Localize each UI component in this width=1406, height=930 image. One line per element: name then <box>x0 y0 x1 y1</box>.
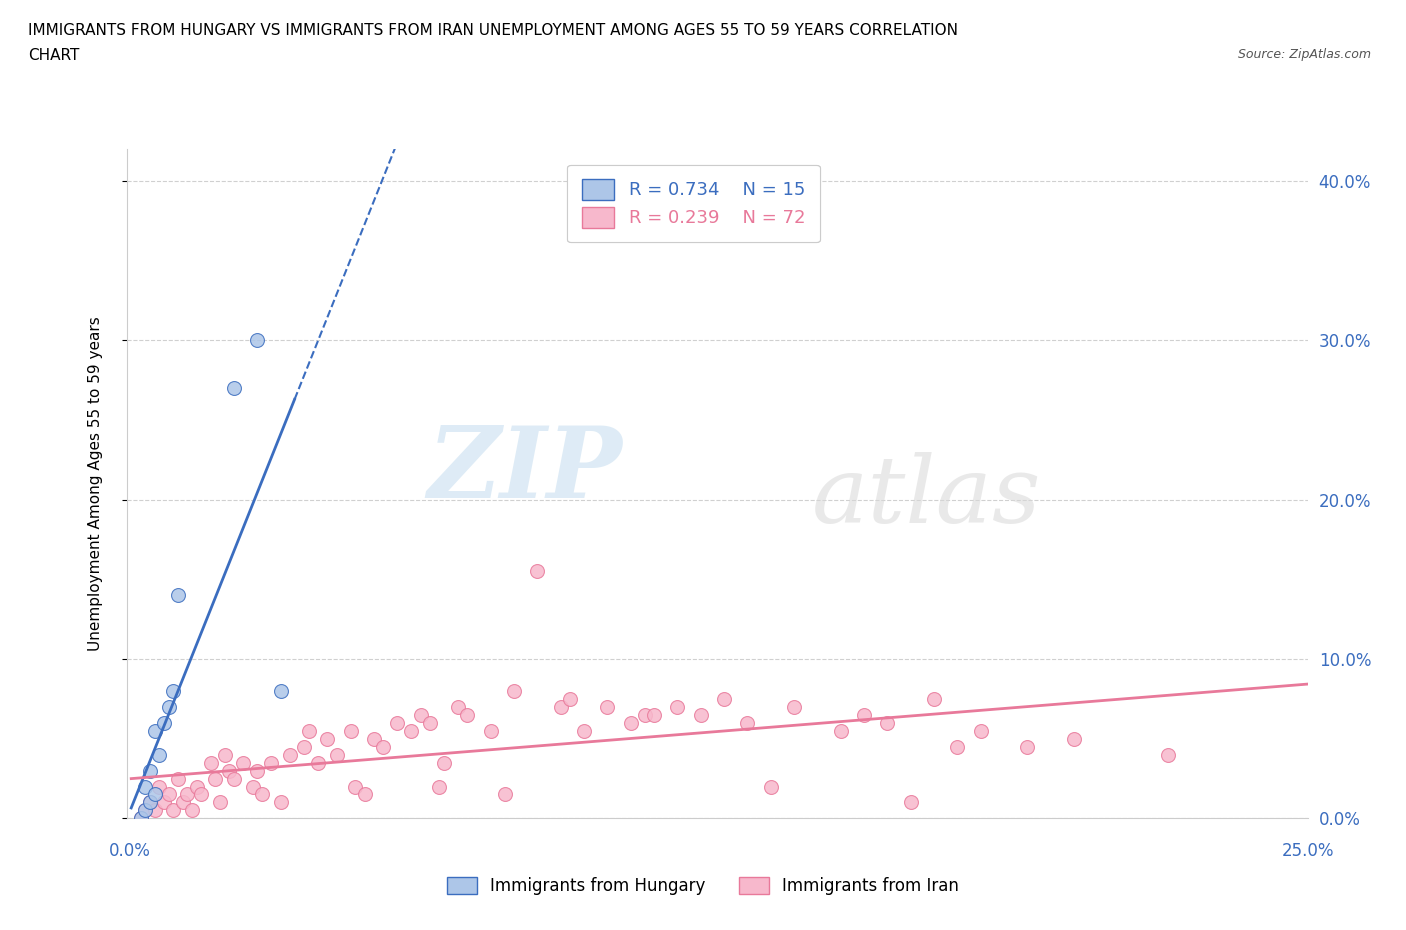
Point <box>427 779 450 794</box>
Point <box>214 747 236 762</box>
Point <box>186 779 208 794</box>
Point <box>153 795 176 810</box>
Point <box>232 755 254 770</box>
Point <box>134 779 156 794</box>
Point <box>1156 747 1178 762</box>
Point <box>222 380 245 395</box>
Point <box>250 787 273 802</box>
Point <box>759 779 782 794</box>
Point <box>222 771 245 786</box>
Point <box>162 684 184 698</box>
Point <box>278 747 301 762</box>
Point <box>153 715 176 730</box>
Point <box>946 739 969 754</box>
Point <box>167 771 190 786</box>
Point <box>134 803 156 817</box>
Text: atlas: atlas <box>811 452 1040 542</box>
Point <box>143 724 166 738</box>
Text: IMMIGRANTS FROM HUNGARY VS IMMIGRANTS FROM IRAN UNEMPLOYMENT AMONG AGES 55 TO 59: IMMIGRANTS FROM HUNGARY VS IMMIGRANTS FR… <box>28 23 957 38</box>
Point <box>246 333 269 348</box>
Point <box>316 731 339 746</box>
Point <box>401 724 423 738</box>
Point <box>526 564 548 578</box>
Point <box>162 803 184 817</box>
Point <box>157 787 180 802</box>
Point <box>737 715 759 730</box>
Point <box>783 699 806 714</box>
Point <box>344 779 367 794</box>
Point <box>1063 731 1085 746</box>
Point <box>190 787 212 802</box>
Point <box>503 684 526 698</box>
Point <box>167 588 190 603</box>
Point <box>148 779 170 794</box>
Point <box>180 803 202 817</box>
Point <box>260 755 283 770</box>
Point <box>558 691 581 706</box>
Point <box>292 739 315 754</box>
Point <box>363 731 385 746</box>
Point <box>689 708 711 723</box>
Point <box>297 724 319 738</box>
Y-axis label: Unemployment Among Ages 55 to 59 years: Unemployment Among Ages 55 to 59 years <box>89 316 103 651</box>
Point <box>550 699 572 714</box>
Point <box>419 715 441 730</box>
Point <box>270 684 292 698</box>
Point <box>900 795 922 810</box>
Point <box>143 787 166 802</box>
Point <box>143 803 166 817</box>
Point <box>339 724 361 738</box>
Point <box>1017 739 1039 754</box>
Point <box>479 724 502 738</box>
Point <box>218 764 240 778</box>
Point <box>270 795 292 810</box>
Point <box>246 764 269 778</box>
Point <box>433 755 456 770</box>
Point <box>634 708 657 723</box>
Point <box>447 699 470 714</box>
Point <box>494 787 516 802</box>
Text: 0.0%: 0.0% <box>108 842 150 860</box>
Point <box>139 764 162 778</box>
Point <box>172 795 194 810</box>
Point <box>242 779 264 794</box>
Point <box>970 724 993 738</box>
Point <box>200 755 222 770</box>
Point <box>456 708 478 723</box>
Point <box>387 715 409 730</box>
Point <box>666 699 689 714</box>
Point <box>139 795 162 810</box>
Point <box>353 787 375 802</box>
Text: CHART: CHART <box>28 48 80 63</box>
Point <box>830 724 852 738</box>
Legend: R = 0.734    N = 15, R = 0.239    N = 72: R = 0.734 N = 15, R = 0.239 N = 72 <box>567 165 820 243</box>
Legend: Immigrants from Hungary, Immigrants from Iran: Immigrants from Hungary, Immigrants from… <box>439 869 967 903</box>
Point <box>713 691 735 706</box>
Point <box>853 708 876 723</box>
Point <box>922 691 945 706</box>
Point <box>204 771 226 786</box>
Point <box>643 708 665 723</box>
Point <box>572 724 595 738</box>
Text: 25.0%: 25.0% <box>1281 842 1334 860</box>
Point <box>148 747 170 762</box>
Text: ZIP: ZIP <box>427 422 623 518</box>
Point <box>307 755 329 770</box>
Point <box>325 747 347 762</box>
Point <box>129 811 152 826</box>
Point <box>134 803 156 817</box>
Point <box>208 795 231 810</box>
Point <box>596 699 619 714</box>
Point <box>620 715 643 730</box>
Text: Source: ZipAtlas.com: Source: ZipAtlas.com <box>1237 48 1371 61</box>
Point <box>157 699 180 714</box>
Point <box>373 739 395 754</box>
Point <box>129 811 152 826</box>
Point <box>409 708 432 723</box>
Point <box>876 715 898 730</box>
Point <box>139 795 162 810</box>
Point <box>176 787 198 802</box>
